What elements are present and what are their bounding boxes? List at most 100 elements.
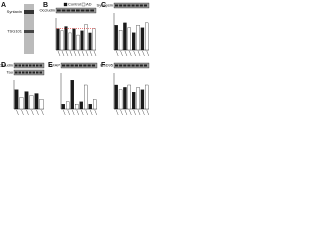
category-tick bbox=[93, 50, 97, 57]
category-tick bbox=[142, 50, 145, 57]
bar bbox=[72, 28, 76, 51]
blot-band bbox=[90, 9, 94, 12]
bar bbox=[39, 99, 44, 110]
category-tick bbox=[129, 50, 132, 57]
blot-band bbox=[119, 4, 123, 7]
blot-band bbox=[127, 4, 131, 7]
blot-band bbox=[18, 64, 21, 67]
blot-band bbox=[115, 4, 119, 7]
bar bbox=[132, 32, 136, 51]
bar bbox=[84, 84, 88, 110]
category-tick bbox=[133, 50, 136, 57]
blot-band bbox=[39, 64, 42, 67]
blot-band bbox=[70, 64, 74, 67]
panel-letter: B bbox=[43, 2, 48, 9]
blot-band bbox=[32, 71, 35, 74]
blot-band bbox=[36, 71, 39, 74]
panel-letter: F bbox=[101, 62, 106, 69]
bar bbox=[29, 95, 34, 110]
category-tick bbox=[81, 109, 84, 116]
blot-band bbox=[22, 64, 25, 67]
blot-band bbox=[36, 64, 39, 67]
blot-band bbox=[143, 64, 147, 67]
category-tick bbox=[41, 109, 44, 116]
category-tick bbox=[120, 109, 123, 116]
category-tick bbox=[124, 50, 128, 57]
bar bbox=[123, 87, 127, 110]
category-tick bbox=[26, 109, 29, 116]
blot-band bbox=[127, 64, 131, 67]
category-tick bbox=[21, 109, 24, 116]
blot-band bbox=[22, 71, 25, 74]
bar bbox=[76, 34, 80, 51]
blot-band bbox=[135, 4, 139, 7]
legend-label: AD bbox=[86, 2, 92, 7]
bar bbox=[34, 93, 39, 110]
panel-letter: A bbox=[1, 2, 6, 9]
bar bbox=[64, 26, 68, 51]
category-tick bbox=[120, 50, 123, 57]
category-tick bbox=[137, 50, 141, 57]
category-tick bbox=[65, 50, 69, 57]
bar bbox=[92, 28, 96, 51]
category-tick bbox=[115, 109, 119, 116]
bar bbox=[61, 104, 65, 110]
bar bbox=[24, 91, 29, 110]
category-tick bbox=[36, 109, 39, 116]
bar bbox=[88, 32, 92, 51]
category-tick bbox=[146, 109, 150, 116]
blot-band bbox=[66, 64, 70, 67]
blot-band bbox=[62, 64, 66, 67]
blot-band bbox=[15, 64, 18, 67]
category-tick bbox=[115, 50, 119, 57]
blot-band bbox=[91, 64, 95, 67]
blot-band bbox=[74, 64, 78, 67]
bar bbox=[127, 27, 131, 51]
category-tick bbox=[94, 109, 97, 116]
blot-band bbox=[85, 9, 90, 12]
category-tick bbox=[76, 109, 79, 116]
bar bbox=[68, 32, 72, 51]
blot-band bbox=[143, 4, 147, 7]
blot-band bbox=[39, 71, 42, 74]
blot-lane bbox=[24, 4, 34, 54]
blot-band bbox=[15, 71, 18, 74]
blot-label: Syntaxin bbox=[7, 9, 22, 14]
bar bbox=[145, 84, 149, 110]
bar bbox=[79, 101, 83, 110]
bar bbox=[140, 89, 145, 110]
bar bbox=[14, 89, 19, 110]
blot-band bbox=[57, 9, 61, 12]
blot-band bbox=[25, 71, 28, 74]
category-tick bbox=[89, 50, 93, 57]
blot-band bbox=[29, 71, 32, 74]
blot-band bbox=[131, 4, 135, 7]
blot-band bbox=[123, 4, 127, 7]
bar bbox=[140, 27, 145, 51]
category-tick bbox=[90, 109, 93, 116]
blot-label: TSG101 bbox=[7, 29, 23, 34]
blot-band bbox=[79, 64, 83, 67]
bar bbox=[114, 25, 118, 51]
category-tick bbox=[85, 50, 89, 57]
category-tick bbox=[73, 50, 77, 57]
blot-band bbox=[66, 9, 71, 12]
category-tick bbox=[57, 50, 61, 57]
blot-band bbox=[71, 9, 75, 12]
legend-swatch bbox=[63, 2, 68, 7]
bar bbox=[145, 22, 149, 51]
category-tick bbox=[72, 109, 75, 116]
blot-band bbox=[131, 64, 135, 67]
blot-band bbox=[76, 9, 80, 12]
bar bbox=[136, 87, 140, 110]
bar bbox=[80, 30, 84, 51]
blot-label: Tau bbox=[7, 70, 13, 75]
blot-band bbox=[25, 64, 28, 67]
blot-label: Synapsin bbox=[97, 3, 113, 8]
category-tick bbox=[16, 109, 19, 116]
blot-band bbox=[87, 64, 91, 67]
category-tick bbox=[133, 109, 136, 116]
blot-band bbox=[24, 30, 34, 33]
category-tick bbox=[85, 109, 88, 116]
